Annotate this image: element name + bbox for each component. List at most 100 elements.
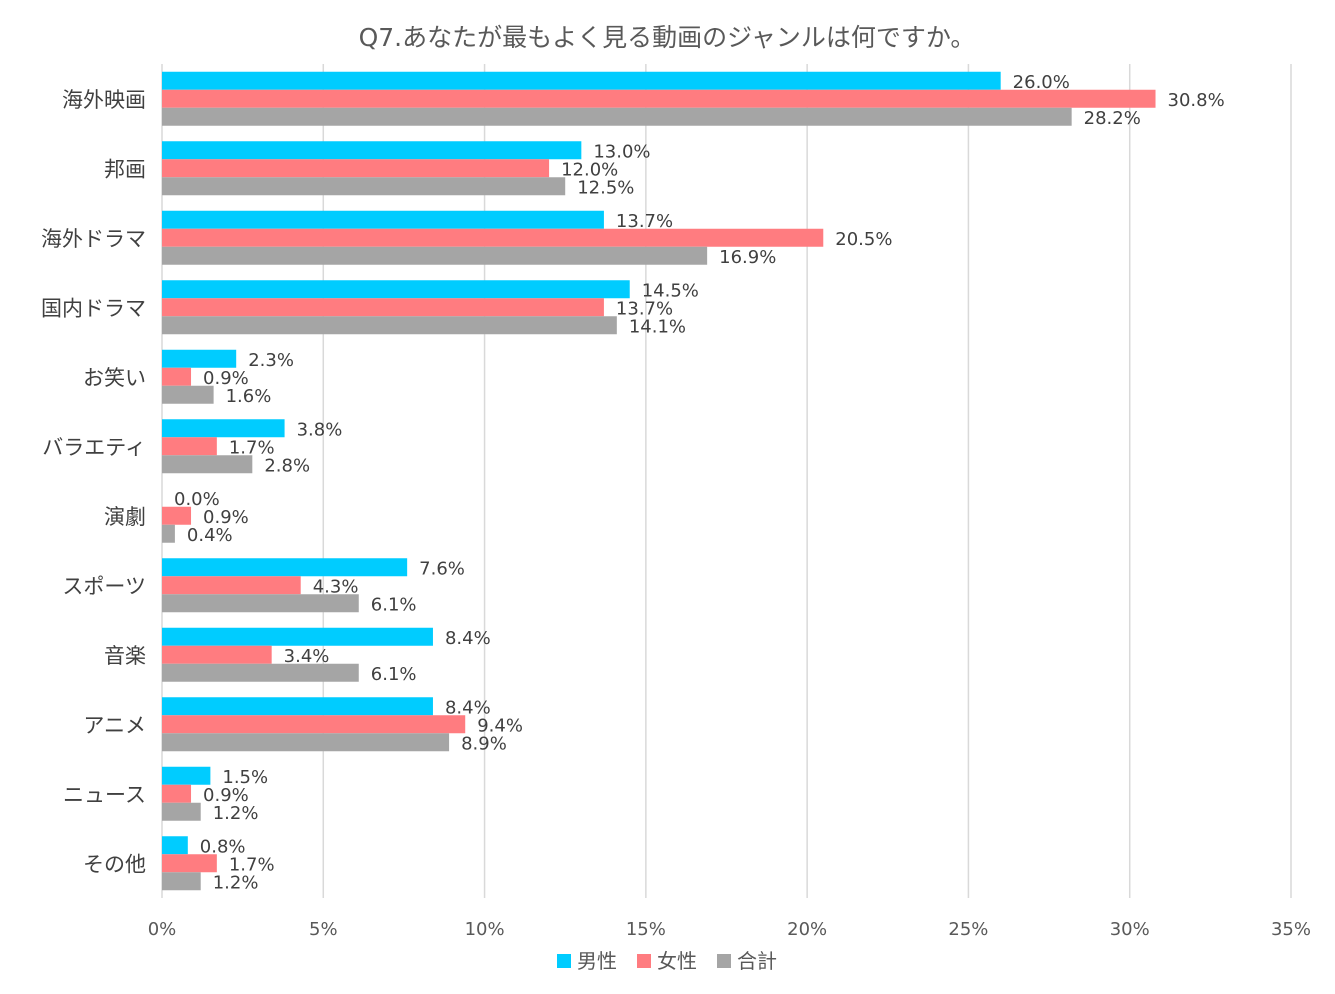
category-label: 国内ドラマ bbox=[41, 296, 146, 320]
bar-女性 bbox=[162, 576, 301, 595]
category-label: バラエティ bbox=[42, 435, 146, 459]
data-label: 8.4% bbox=[445, 628, 491, 649]
legend-label: 男性 bbox=[577, 949, 617, 973]
data-label: 30.8% bbox=[1168, 90, 1225, 111]
data-label: 0.0% bbox=[174, 489, 220, 510]
category-label: 音楽 bbox=[104, 644, 146, 668]
category-label: 演劇 bbox=[104, 505, 146, 529]
bar-男性 bbox=[162, 419, 285, 438]
data-label: 20.5% bbox=[835, 229, 892, 250]
bar-女性 bbox=[162, 298, 604, 317]
x-tick-label: 25% bbox=[948, 919, 988, 940]
data-label: 1.2% bbox=[213, 803, 259, 824]
data-label: 6.1% bbox=[371, 594, 417, 615]
category-labels: 海外映画邦画海外ドラマ国内ドラマお笑いバラエティ演劇スポーツ音楽アニメニュースそ… bbox=[41, 88, 146, 877]
legend-label: 合計 bbox=[737, 949, 777, 973]
bar-男性 bbox=[162, 349, 237, 368]
bars bbox=[162, 71, 1156, 891]
data-label: 16.9% bbox=[719, 247, 776, 268]
category-label: ニュース bbox=[63, 783, 146, 807]
bar-合計 bbox=[162, 385, 214, 404]
data-label: 4.3% bbox=[313, 576, 359, 597]
bar-合計 bbox=[162, 872, 201, 891]
data-label: 3.8% bbox=[297, 419, 343, 440]
data-label: 0.9% bbox=[203, 368, 249, 389]
data-label: 14.1% bbox=[629, 316, 686, 337]
x-tick-labels: 0% 5% 10% 15% 20% 25% 30% 35% bbox=[148, 919, 1311, 940]
bar-合計 bbox=[162, 455, 253, 474]
data-label: 12.5% bbox=[577, 177, 634, 198]
bar-男性 bbox=[162, 697, 433, 716]
bar-男性 bbox=[162, 766, 211, 785]
bar-合計 bbox=[162, 316, 617, 335]
bar-女性 bbox=[162, 715, 466, 734]
data-labels: 26.0% 30.8% 28.2% 13.0%12.0%12.5% 13.7% 20.5%… bbox=[174, 72, 1225, 894]
data-label: 0.8% bbox=[200, 836, 246, 857]
data-label: 28.2% bbox=[1084, 108, 1141, 129]
bar-女性 bbox=[162, 89, 1156, 108]
x-tick-label: 20% bbox=[787, 919, 827, 940]
bar-男性 bbox=[162, 71, 1001, 90]
bar-合計 bbox=[162, 663, 359, 682]
category-label: お笑い bbox=[83, 366, 146, 390]
data-label: 3.4% bbox=[284, 646, 330, 667]
x-tick-label: 30% bbox=[1110, 919, 1150, 940]
bar-男性 bbox=[162, 210, 604, 229]
x-tick-label: 5% bbox=[309, 919, 338, 940]
category-label: スポーツ bbox=[62, 574, 146, 598]
bar-女性 bbox=[162, 228, 824, 247]
x-tick-label: 0% bbox=[148, 919, 177, 940]
data-label: 0.9% bbox=[203, 507, 249, 528]
category-label: 邦画 bbox=[104, 157, 146, 181]
bar-男性 bbox=[162, 141, 582, 160]
data-label: 12.0% bbox=[561, 159, 618, 180]
bar-女性 bbox=[162, 784, 192, 803]
legend-label: 女性 bbox=[657, 949, 697, 973]
data-label: 9.4% bbox=[477, 715, 523, 736]
category-label: その他 bbox=[83, 852, 146, 876]
data-label: 1.2% bbox=[213, 872, 259, 893]
bar-女性 bbox=[162, 159, 550, 178]
data-label: 13.7% bbox=[616, 211, 673, 232]
data-label: 0.4% bbox=[187, 525, 233, 546]
x-tick-label: 15% bbox=[626, 919, 666, 940]
bar-女性 bbox=[162, 645, 272, 664]
data-label: 1.5% bbox=[222, 767, 268, 788]
data-label: 7.6% bbox=[419, 558, 465, 579]
bar-合計 bbox=[162, 594, 359, 613]
category-label: アニメ bbox=[83, 713, 146, 737]
gridlines bbox=[161, 64, 1292, 898]
legend-swatch-合計 bbox=[717, 954, 731, 968]
bar-合計 bbox=[162, 246, 708, 265]
bar-男性 bbox=[162, 558, 408, 577]
bar-女性 bbox=[162, 367, 192, 386]
bar-合計 bbox=[162, 524, 175, 543]
data-label: 26.0% bbox=[1013, 72, 1070, 93]
data-label: 6.1% bbox=[371, 664, 417, 685]
data-label: 0.9% bbox=[203, 785, 249, 806]
bar-男性 bbox=[162, 280, 630, 299]
data-label: 8.4% bbox=[445, 697, 491, 718]
data-label: 2.8% bbox=[264, 455, 310, 476]
x-tick-label: 35% bbox=[1271, 919, 1311, 940]
bar-女性 bbox=[162, 854, 217, 873]
bar-女性 bbox=[162, 437, 217, 456]
bar-合計 bbox=[162, 107, 1072, 126]
data-label: 1.7% bbox=[229, 437, 275, 458]
legend-swatch-男性 bbox=[557, 954, 571, 968]
legend-swatch-女性 bbox=[637, 954, 651, 968]
chart-title: Q7.あなたが最もよく見る動画のジャンルは何ですか。 bbox=[359, 23, 976, 52]
x-tick-label: 10% bbox=[465, 919, 505, 940]
category-label: 海外映画 bbox=[62, 88, 146, 112]
bar-合計 bbox=[162, 177, 566, 196]
bar-男性 bbox=[162, 836, 188, 855]
data-label: 13.7% bbox=[616, 298, 673, 319]
data-label: 1.7% bbox=[229, 854, 275, 875]
data-label: 8.9% bbox=[461, 733, 507, 754]
data-label: 2.3% bbox=[248, 350, 294, 371]
bar-女性 bbox=[162, 506, 192, 525]
category-label: 海外ドラマ bbox=[41, 227, 146, 251]
bar-合計 bbox=[162, 802, 201, 821]
